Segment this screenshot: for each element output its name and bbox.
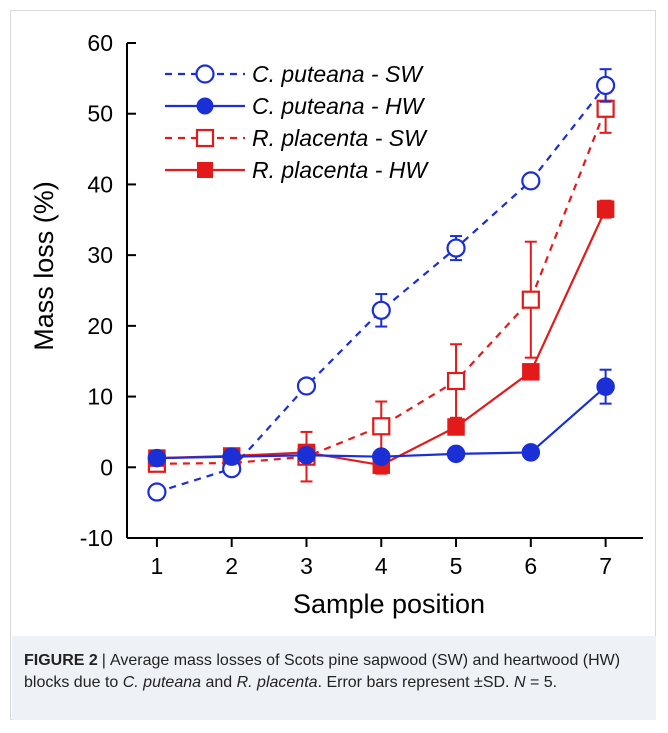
data-point: [596, 200, 615, 218]
y-tick-label: 0: [100, 454, 113, 480]
legend-layer: C. puteana - SW C. puteana - HW R. placent…: [165, 61, 429, 183]
legend-label: R. placenta - HW: [252, 157, 429, 183]
data-point: [297, 446, 316, 465]
data-point: [521, 443, 541, 462]
y-tick-label: 50: [87, 101, 113, 127]
caption-figure-label: FIGURE 2: [24, 652, 98, 669]
caption-text: Average mass losses of Scots pine sapwoo…: [24, 652, 621, 691]
figure-caption: FIGURE 2 | Average mass losses of Scots pi…: [12, 636, 656, 720]
x-tick-label: 1: [151, 553, 164, 579]
caption-species-1: C. puteana: [122, 674, 202, 691]
legend-entry-3: R. placenta - HW: [165, 157, 429, 183]
caption-n-label: N: [513, 674, 526, 691]
y-tick-label: 10: [87, 384, 113, 410]
legend-entry-2: R. placenta - SW: [165, 125, 428, 151]
data-point: [147, 482, 167, 502]
data-point: [222, 447, 241, 466]
caption-n-value: = 5.: [525, 674, 558, 691]
legend-marker: [197, 162, 213, 178]
y-tick-label: 40: [87, 171, 113, 197]
data-point: [521, 290, 540, 309]
legend-label: R. placenta - SW: [252, 125, 428, 151]
x-tick-label: 3: [300, 553, 313, 579]
legend-entry-1: C. puteana - HW: [165, 93, 426, 119]
x-tick-label: 5: [450, 553, 463, 579]
data-point: [147, 448, 167, 468]
data-point: [372, 417, 391, 436]
caption-separator: |: [101, 652, 106, 669]
series-1: [147, 368, 615, 468]
x-axis-title: Sample position: [293, 589, 485, 619]
series-layer: [147, 68, 616, 502]
data-point: [521, 171, 541, 191]
legend-marker: [195, 128, 215, 148]
data-point: [596, 99, 615, 118]
caption-text-error: . Error bars represent ±SD.: [317, 674, 514, 691]
legend-marker: [195, 64, 215, 84]
y-tick-label: 20: [87, 313, 113, 339]
legend-entry-0: C. puteana - SW: [165, 61, 424, 87]
y-axis-title: Mass loss (%): [29, 181, 59, 351]
y-tick-label: -10: [80, 525, 113, 551]
data-point: [596, 377, 615, 396]
x-tick-label: 2: [225, 553, 238, 579]
legend-label: C. puteana - HW: [252, 93, 426, 119]
data-point: [446, 371, 466, 391]
data-point: [296, 376, 317, 396]
data-point: [522, 363, 540, 381]
legend-marker: [196, 97, 214, 115]
figure-frame: -10 0 10 20 30 40 50 60 1 2 3 4 5 6 7 C. puteana - SW C…: [10, 10, 656, 720]
caption-species-2: R. placenta: [236, 674, 318, 691]
axes-layer: -10 0 10 20 30 40 50 60 1 2 3 4 5 6 7: [80, 30, 643, 579]
data-point: [372, 447, 391, 466]
data-point: [447, 418, 465, 436]
x-tick-label: 6: [524, 553, 537, 579]
data-point: [596, 75, 616, 96]
x-tick-label: 7: [599, 553, 612, 579]
y-tick-label: 60: [87, 30, 113, 56]
data-point: [446, 444, 466, 464]
caption-text-and: and: [201, 674, 237, 691]
x-tick-label: 4: [375, 553, 388, 579]
legend-label: C. puteana - SW: [252, 61, 424, 87]
y-tick-label: 30: [87, 242, 113, 268]
data-point: [371, 300, 391, 320]
data-point: [446, 238, 466, 258]
